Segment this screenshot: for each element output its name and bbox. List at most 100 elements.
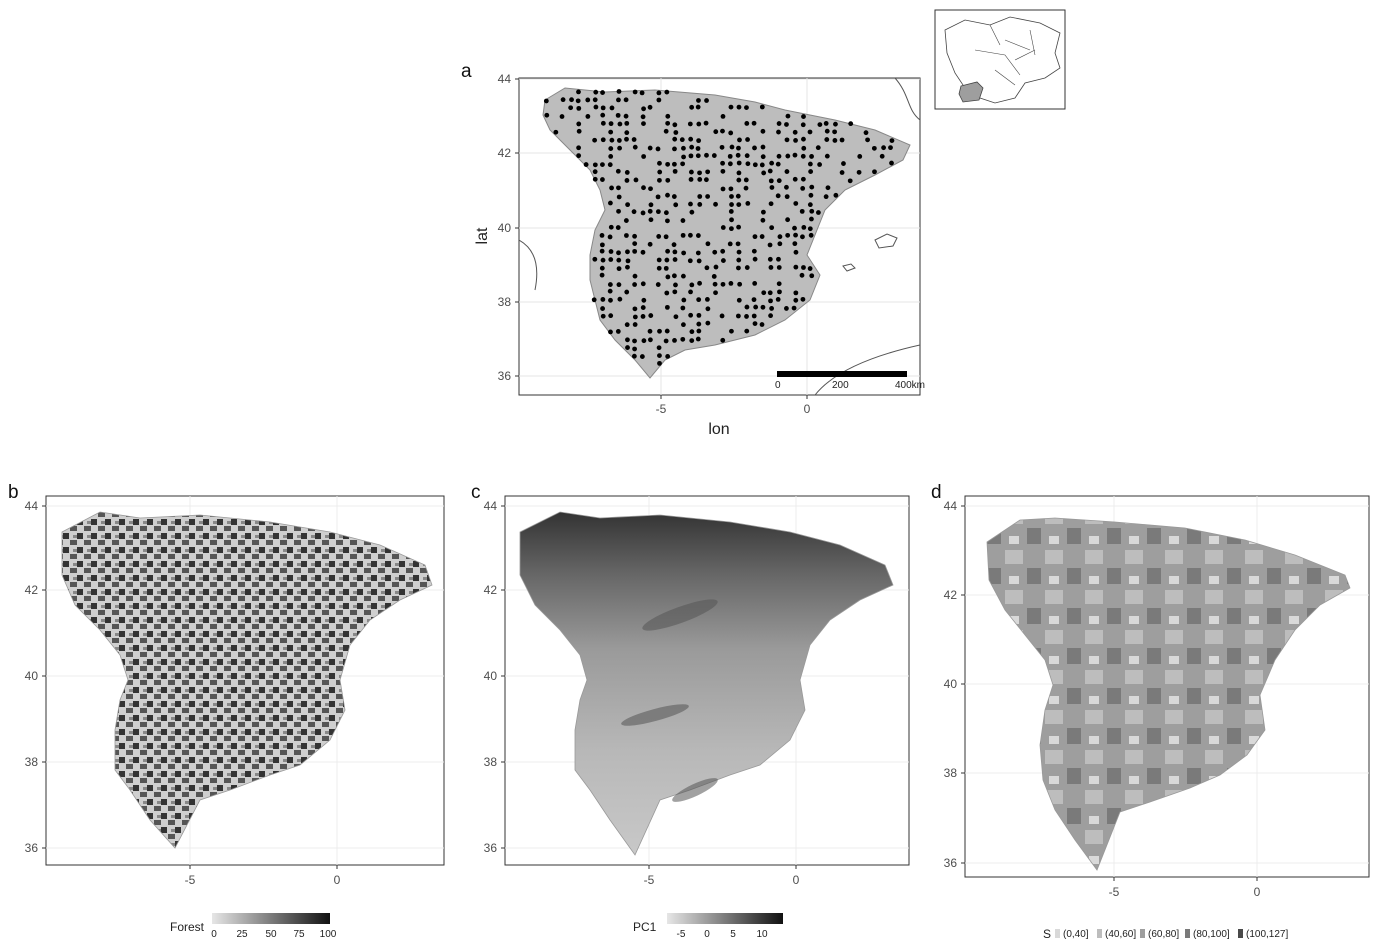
inset-iberia-highlight	[958, 81, 984, 103]
sample-point	[775, 296, 781, 302]
sample-point	[600, 90, 605, 95]
sample-point	[856, 169, 862, 175]
sample-point	[639, 354, 645, 359]
sample-point	[672, 168, 678, 174]
sample-point	[576, 128, 582, 134]
sample-point	[751, 313, 757, 319]
sample-point	[576, 105, 582, 111]
sample-point	[655, 282, 661, 287]
sample-point	[599, 272, 605, 278]
sample-point	[600, 177, 605, 182]
sample-point	[760, 304, 766, 310]
panel-a-sample-points	[543, 89, 895, 366]
sample-point	[728, 226, 734, 232]
sample-point	[600, 120, 606, 126]
sample-point	[841, 161, 846, 166]
sample-point	[815, 145, 821, 151]
sample-point	[647, 104, 653, 110]
panel-b-tick-marks	[42, 505, 338, 869]
sample-point	[624, 178, 630, 183]
sample-point	[553, 129, 559, 135]
sample-point	[688, 232, 693, 238]
panel-d-label: d	[931, 482, 942, 503]
panel-d-richness-map	[986, 517, 1351, 871]
sample-point	[720, 281, 726, 287]
sample-point	[679, 137, 685, 143]
sample-point	[736, 265, 741, 271]
sample-point	[720, 168, 726, 174]
sample-point	[640, 114, 646, 120]
sample-point	[720, 160, 725, 166]
sample-point	[703, 177, 709, 183]
panel-b-legend-tick-4: 100	[320, 929, 337, 940]
sample-point	[624, 130, 630, 136]
sample-point	[680, 232, 686, 238]
panel-b-forest-map	[61, 511, 433, 849]
sample-point	[759, 322, 765, 327]
sample-point	[785, 113, 791, 119]
panel-b-legend: Forest 0 25 50 75 100	[170, 913, 337, 940]
sample-point	[641, 154, 647, 159]
sample-point	[752, 281, 758, 286]
sample-point	[792, 152, 798, 158]
sample-point	[625, 258, 631, 264]
sample-point	[695, 250, 701, 256]
sample-point	[665, 113, 671, 119]
sample-point	[615, 329, 621, 334]
sample-point	[744, 121, 750, 126]
sample-point	[655, 209, 661, 215]
panel-c-legend-tick-2: 5	[730, 929, 736, 940]
sample-point	[631, 353, 637, 359]
sample-point	[608, 121, 614, 127]
sample-point	[657, 353, 662, 359]
sample-point	[599, 242, 605, 248]
sample-point	[727, 241, 733, 247]
panel-d-legend-item-2: (60,80]	[1148, 929, 1179, 940]
panel-a-ytick-1: 38	[498, 295, 512, 309]
panel-d-legend-item-1: (40,60]	[1105, 929, 1136, 940]
sample-point	[681, 154, 686, 160]
sample-point	[616, 250, 621, 256]
sample-point	[697, 170, 702, 176]
sample-point	[631, 209, 637, 215]
sample-point	[704, 152, 709, 158]
sample-point	[672, 249, 678, 255]
panel-a-ytick-4: 44	[498, 72, 512, 86]
sample-point	[775, 161, 781, 167]
sample-point	[713, 290, 718, 296]
sample-point	[624, 120, 630, 126]
sample-point	[744, 105, 749, 110]
sample-point	[600, 313, 606, 319]
sample-point	[824, 153, 830, 159]
sample-point	[761, 290, 767, 296]
sample-point	[809, 273, 815, 279]
panel-c-tick-marks	[501, 505, 797, 869]
sample-point	[768, 201, 774, 207]
sample-point	[641, 106, 646, 112]
sample-point	[697, 177, 703, 182]
sample-point	[673, 314, 679, 320]
sample-point	[632, 314, 638, 320]
sample-point	[720, 248, 726, 254]
sample-point	[743, 185, 749, 191]
sample-point	[665, 248, 671, 254]
sample-point	[616, 194, 622, 200]
sample-point	[729, 328, 734, 334]
sample-point	[839, 137, 845, 143]
sample-point	[809, 208, 815, 214]
sample-point	[608, 329, 613, 335]
sample-point	[616, 266, 622, 272]
sample-point	[825, 185, 831, 191]
panel-c-legend-title: PC1	[633, 920, 657, 934]
sample-point	[560, 97, 566, 103]
sample-point	[616, 282, 622, 288]
panel-c-ytick-3: 42	[484, 583, 498, 597]
sample-point	[735, 152, 741, 158]
sample-point	[711, 274, 717, 279]
sample-point	[575, 98, 581, 104]
sample-point	[720, 114, 726, 119]
panel-c-legend-tick-1: 0	[704, 929, 710, 940]
sample-point	[744, 153, 750, 159]
sample-point	[807, 202, 813, 208]
sample-point	[704, 98, 709, 103]
